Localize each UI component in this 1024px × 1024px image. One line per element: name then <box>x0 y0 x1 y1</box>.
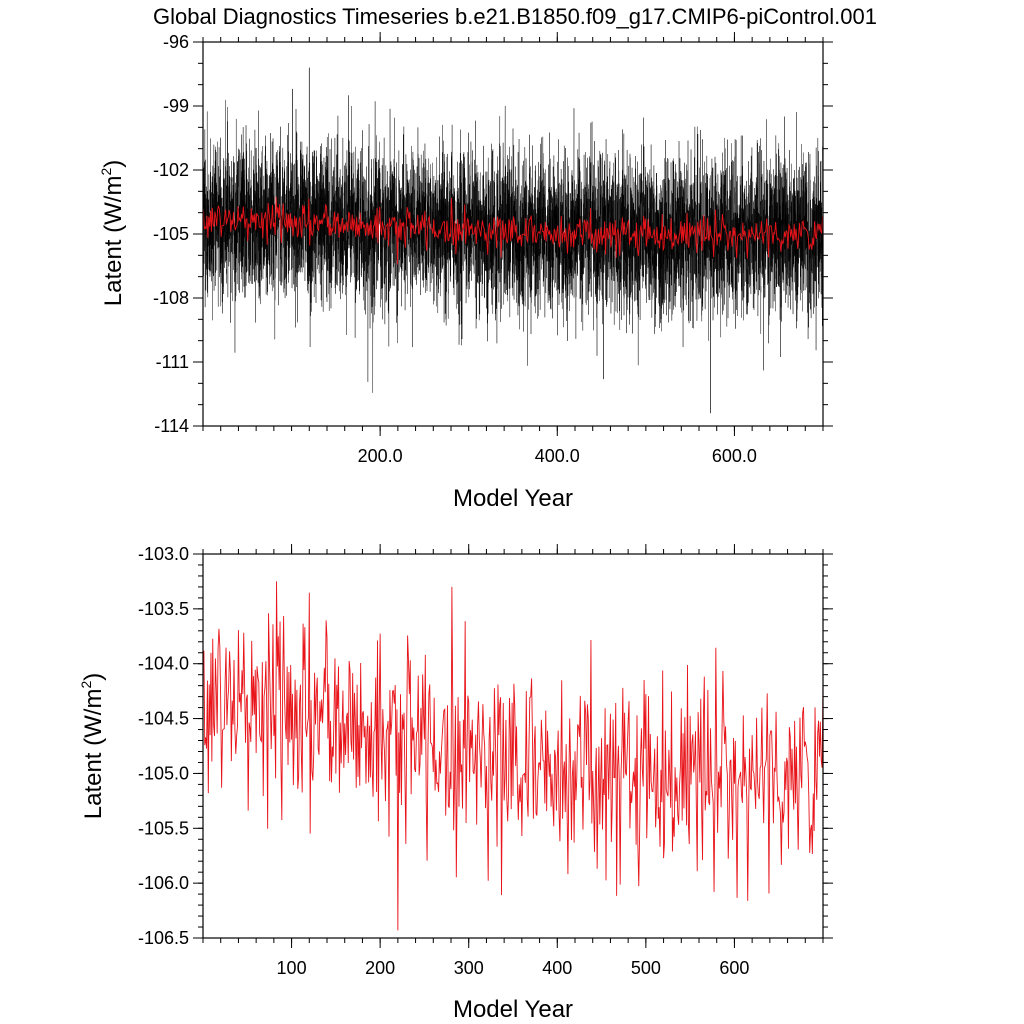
tick-marks <box>193 544 833 948</box>
annual-latent-panel: 100 200 300 400 500 600 -103.0 -103.5 -104.0 -104… <box>78 544 833 1023</box>
plot-area <box>202 67 824 414</box>
x-tick-label: 300 <box>454 958 484 978</box>
y-tick-label: -103.5 <box>138 599 189 619</box>
y-tick-label: -114 <box>154 416 189 436</box>
y-tick-label: -105.5 <box>138 818 189 838</box>
x-axis-label: Model Year <box>453 485 573 512</box>
plot-frame <box>202 553 824 939</box>
x-tick-label: 200.0 <box>358 446 403 466</box>
x-tick-label: 400.0 <box>535 446 580 466</box>
tick-labels: 100 200 300 400 500 600 -103.0 -103.5 -104.0 -104… <box>138 544 749 978</box>
monthly-series-line <box>202 95 824 393</box>
tick-labels: 200.0 400.0 600.0 -96 -99 -102 -105 -108 -111 -11… <box>153 32 757 466</box>
y-tick-label: -111 <box>156 352 189 372</box>
x-tick-label: 500 <box>631 958 661 978</box>
x-axis-label: Model Year <box>453 996 573 1023</box>
x-tick-label: 200 <box>365 958 395 978</box>
y-tick-label: -103.0 <box>138 544 189 564</box>
y-tick-label: -105.0 <box>138 763 189 783</box>
y-tick-label: -105 <box>153 224 189 244</box>
x-tick-label: 400 <box>542 958 572 978</box>
x-tick-label: 600.0 <box>712 446 757 466</box>
plot-area <box>203 581 824 931</box>
annual-mean-line <box>203 581 824 931</box>
y-axis-label: Latent (W/m2) <box>78 673 107 820</box>
monthly-latent-panel: 200.0 400.0 600.0 -96 -99 -102 -105 -108 -111 -11… <box>98 32 833 512</box>
y-tick-label: -108 <box>153 288 189 308</box>
plot-frame <box>202 41 824 427</box>
y-tick-label: -106.5 <box>138 928 189 948</box>
figure-title: Global Diagnostics Timeseries b.e21.B185… <box>153 4 877 29</box>
y-tick-label: -106.0 <box>138 873 189 893</box>
y-tick-label: -96 <box>163 32 189 52</box>
y-tick-label: -104.0 <box>138 654 189 674</box>
y-tick-label: -102 <box>153 160 189 180</box>
y-axis-label-superscript: 2 <box>78 681 94 689</box>
annual-mean-line <box>202 196 824 265</box>
x-tick-label: 100 <box>277 958 307 978</box>
y-axis-label: Latent (W/m2) <box>98 160 127 307</box>
y-axis-label-superscript: 2 <box>98 168 114 176</box>
y-tick-label: -104.5 <box>138 709 189 729</box>
x-tick-label: 600 <box>719 958 749 978</box>
y-tick-label: -99 <box>163 96 189 116</box>
tick-marks <box>193 32 833 436</box>
